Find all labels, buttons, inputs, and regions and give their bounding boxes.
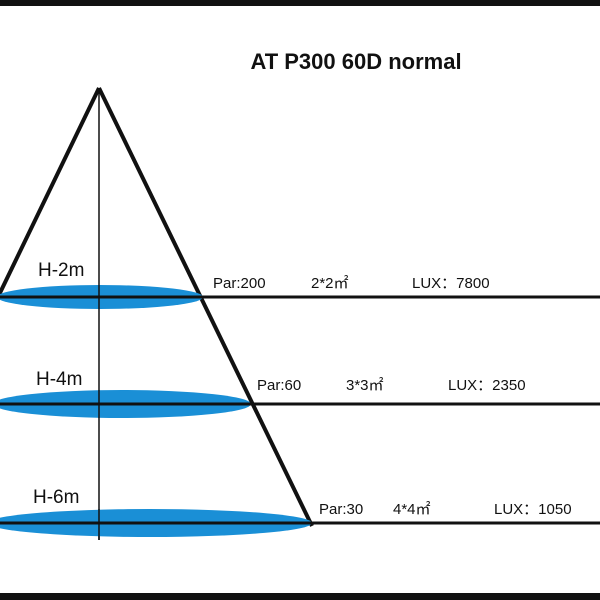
lux-value-4m: LUX：2350 — [448, 377, 526, 394]
area-value-6m: 4*4㎡ — [393, 501, 431, 518]
height-label-2m: H-2m — [38, 260, 84, 281]
height-label-4m: H-4m — [36, 369, 82, 390]
lux-value-6m: LUX：1050 — [494, 501, 572, 518]
cone-right-edge — [97, 87, 314, 527]
par-value-6m: Par:30 — [319, 501, 363, 518]
diagram-title: AT P300 60D normal — [250, 49, 461, 74]
lux-value-2m: LUX：7800 — [412, 275, 490, 292]
area-value-4m: 3*3㎡ — [346, 377, 384, 394]
bottom-border — [0, 593, 600, 600]
area-value-2m: 2*2㎡ — [311, 275, 349, 292]
cone-left-edge — [0, 87, 101, 298]
par-value-4m: Par:60 — [257, 377, 301, 394]
top-border — [0, 0, 600, 6]
height-label-6m: H-6m — [33, 487, 79, 508]
par-value-2m: Par:200 — [213, 275, 266, 292]
